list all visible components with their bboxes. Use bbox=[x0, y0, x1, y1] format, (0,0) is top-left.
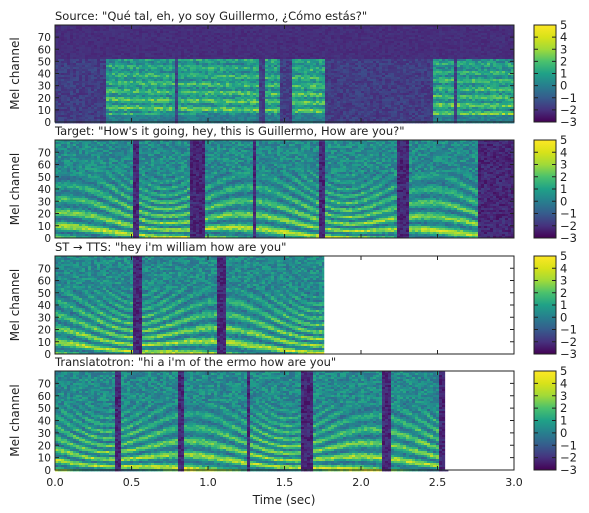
spectrogram-panel-1: Source: "Qué tal, eh, yo soy Guillermo, … bbox=[8, 9, 577, 129]
y-tick-label: 70 bbox=[38, 32, 51, 44]
colorbar-tick-label: −3 bbox=[560, 231, 577, 245]
y-tick-label: 70 bbox=[38, 147, 51, 159]
colorbar-tick-label: −3 bbox=[560, 347, 577, 361]
spectrogram-panel-2: Target: "How's it going, hey, this is Gu… bbox=[8, 124, 577, 245]
colorbar-tick-label: −3 bbox=[560, 463, 577, 477]
heatmap-3 bbox=[55, 256, 325, 354]
empty-region-3 bbox=[324, 256, 514, 354]
y-tick-label: 40 bbox=[38, 184, 51, 196]
x-tick-label: 0.0 bbox=[46, 476, 64, 489]
y-tick-label: 10 bbox=[38, 105, 51, 117]
panel-title-4: Translatotron: "hi a i'm of the ermo how… bbox=[54, 355, 336, 369]
x-tick-label: 2.0 bbox=[352, 476, 370, 489]
panel-title-1: Source: "Qué tal, eh, yo soy Guillermo, … bbox=[55, 9, 367, 23]
heatmap-4 bbox=[55, 371, 448, 471]
y-tick-label: 30 bbox=[38, 196, 51, 208]
y-tick-label: 70 bbox=[38, 263, 51, 275]
y-tick-label: 10 bbox=[38, 453, 51, 465]
x-tick-label: 3.0 bbox=[505, 476, 523, 489]
y-tick-label: 10 bbox=[38, 337, 51, 349]
x-tick-label: 2.5 bbox=[429, 476, 447, 489]
y-tick-label: 60 bbox=[38, 276, 51, 288]
y-tick-label: 0 bbox=[44, 233, 51, 245]
y-tick-label: 20 bbox=[38, 93, 51, 105]
heatmap-2 bbox=[55, 140, 514, 238]
y-tick-label: 0 bbox=[44, 349, 51, 361]
y-axis-label-2: Mel channel bbox=[8, 153, 22, 225]
y-tick-label: 0 bbox=[44, 117, 51, 129]
panels-group: Source: "Qué tal, eh, yo soy Guillermo, … bbox=[8, 9, 577, 477]
y-tick-label: 30 bbox=[38, 312, 51, 324]
y-tick-label: 70 bbox=[38, 378, 51, 390]
panel-title-3: ST → TTS: "hey i'm william how are you" bbox=[55, 240, 286, 254]
spectrogram-panel-3: ST → TTS: "hey i'm william how are you" M… bbox=[8, 240, 577, 361]
heatmap-1 bbox=[55, 25, 514, 123]
y-tick-label: 50 bbox=[38, 172, 51, 184]
x-tick-label: 1.0 bbox=[199, 476, 217, 489]
y-tick-label: 50 bbox=[38, 288, 51, 300]
y-axis-label-3: Mel channel bbox=[8, 269, 22, 341]
spectrogram-panel-4: Translatotron: "hi a i'm of the ermo how… bbox=[8, 355, 577, 477]
y-tick-label: 20 bbox=[38, 440, 51, 452]
x-tick-label: 1.5 bbox=[276, 476, 294, 489]
y-tick-label: 30 bbox=[38, 81, 51, 93]
x-tick-label: 0.5 bbox=[123, 476, 141, 489]
x-axis-label: Time (sec) bbox=[252, 493, 316, 507]
y-axis-label-1: Mel channel bbox=[8, 37, 22, 109]
empty-region-4 bbox=[445, 371, 514, 470]
y-tick-label: 10 bbox=[38, 221, 51, 233]
y-tick-label: 60 bbox=[38, 44, 51, 56]
y-tick-label: 30 bbox=[38, 428, 51, 440]
y-tick-label: 50 bbox=[38, 403, 51, 415]
y-tick-label: 20 bbox=[38, 209, 51, 221]
shared-x-axis: 0.0 0.5 1.0 1.5 2.0 2.5 3.0 bbox=[46, 476, 523, 489]
colorbar-tick-label: −3 bbox=[560, 115, 577, 129]
y-tick-label: 60 bbox=[38, 160, 51, 172]
y-tick-label: 60 bbox=[38, 391, 51, 403]
y-tick-label: 20 bbox=[38, 325, 51, 337]
panel-title-2: Target: "How's it going, hey, this is Gu… bbox=[54, 124, 405, 138]
y-axis-label-4: Mel channel bbox=[8, 384, 22, 456]
y-tick-label: 40 bbox=[38, 300, 51, 312]
y-tick-label: 50 bbox=[38, 56, 51, 68]
y-tick-label: 40 bbox=[38, 416, 51, 428]
y-tick-label: 40 bbox=[38, 69, 51, 81]
